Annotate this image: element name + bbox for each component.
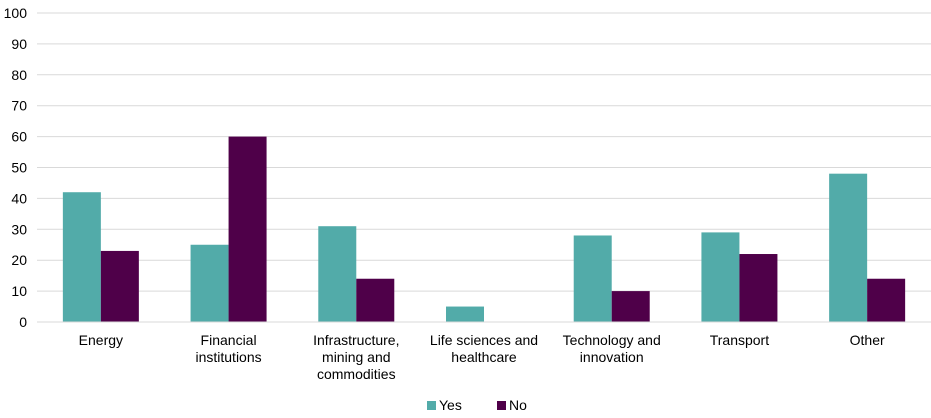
category-label: Infrastructure, mining and commodities: [313, 332, 399, 382]
y-tick-label: 60: [11, 129, 27, 145]
category-label-line: Energy: [79, 332, 123, 348]
y-tick-label: 0: [19, 314, 27, 330]
bar-yes-5: [701, 232, 740, 322]
y-tick-label: 30: [11, 221, 27, 237]
bar-yes-3: [446, 306, 484, 322]
bar-yes-0: [62, 192, 101, 322]
category-label: Life sciences and healthcare: [430, 332, 538, 365]
category-label-line: Life sciences and: [430, 332, 538, 348]
category-label-line: innovation: [580, 349, 644, 365]
category-label: Energy: [79, 332, 123, 348]
category-label-line: healthcare: [451, 349, 517, 365]
bar-yes-2: [318, 226, 357, 322]
legend-label-no: No: [509, 397, 527, 413]
legend-label-yes: Yes: [439, 397, 462, 413]
y-tick-label: 40: [11, 190, 27, 206]
category-label: Transport: [710, 332, 770, 348]
bar-yes-6: [829, 173, 868, 322]
bar-no-0: [100, 250, 139, 322]
category-label-line: Transport: [710, 332, 770, 348]
category-label-line: Other: [850, 332, 885, 348]
bar-no-4: [611, 291, 650, 322]
category-labels: Energy Financial institutions Infrastructur…: [79, 332, 885, 382]
category-label-line: Financial: [201, 332, 257, 348]
category-label-line: Technology and: [563, 332, 661, 348]
bar-no-6: [867, 278, 906, 322]
gridlines: [37, 12, 931, 292]
y-tick-label: 10: [11, 283, 27, 299]
legend-swatch-no: [497, 401, 506, 410]
y-tick-label: 100: [4, 5, 28, 21]
category-label: Financial institutions: [195, 332, 261, 365]
y-tick-label: 80: [11, 67, 27, 83]
legend-swatch-yes: [427, 401, 436, 410]
category-label: Other: [850, 332, 885, 348]
bar-no-5: [739, 254, 778, 322]
bar-yes-1: [190, 244, 229, 322]
category-label-line: commodities: [317, 366, 396, 382]
y-tick-label: 70: [11, 98, 27, 114]
y-axis-ticks: 0 10 20 30 40 50 60 70 80 90 100: [4, 5, 28, 330]
y-tick-label: 90: [11, 36, 27, 52]
bar-yes-4: [573, 235, 612, 322]
legend: Yes No: [427, 397, 527, 413]
category-label: Technology and innovation: [563, 332, 661, 365]
bars: [62, 136, 906, 322]
y-tick-label: 50: [11, 160, 27, 176]
category-label-line: mining and: [322, 349, 391, 365]
category-label-line: institutions: [195, 349, 261, 365]
bar-no-2: [356, 278, 395, 322]
y-tick-label: 20: [11, 252, 27, 268]
bar-no-1: [228, 136, 267, 322]
category-label-line: Infrastructure,: [313, 332, 399, 348]
